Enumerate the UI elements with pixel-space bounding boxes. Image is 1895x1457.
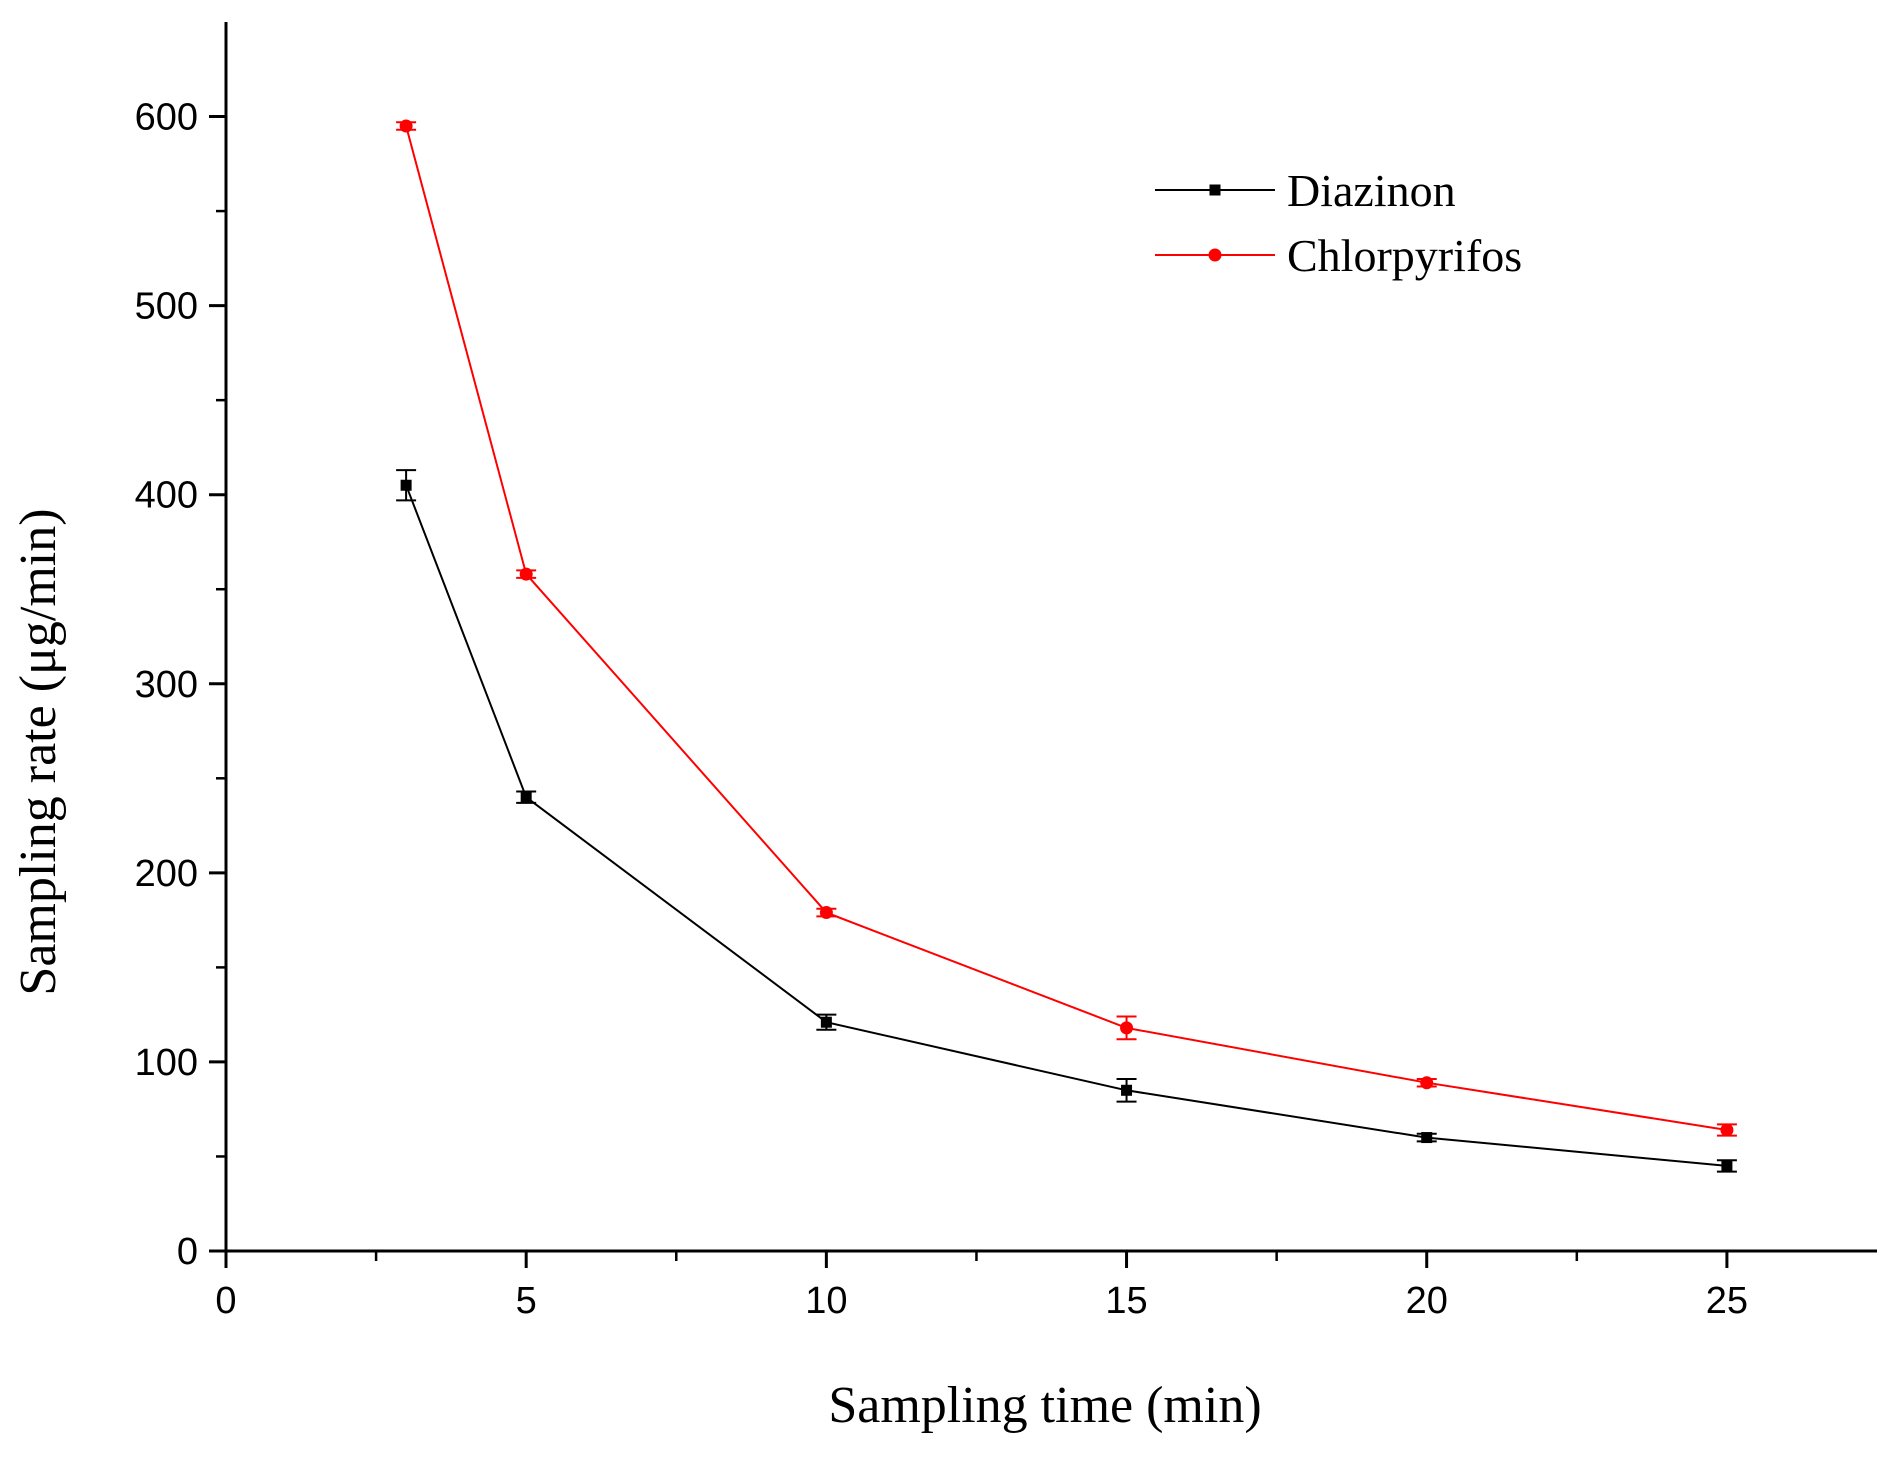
y-tick-label: 400 (135, 475, 198, 517)
diazinon-point (1721, 1160, 1733, 1172)
y-tick-label: 500 (135, 286, 198, 328)
x-tick-label: 5 (516, 1280, 537, 1322)
chlorpyrifos-point (1720, 1123, 1734, 1137)
y-axis-title: Sampling rate (μg/min) (10, 508, 67, 995)
y-tick-label: 200 (135, 853, 198, 895)
diazinon-point (820, 1016, 832, 1028)
diazinon-point (1121, 1084, 1133, 1096)
axes (224, 22, 1877, 1253)
x-axis-title: Sampling time (min) (828, 1377, 1261, 1434)
legend-chlorpyrifos-label: Chlorpyrifos (1287, 230, 1522, 281)
legend-diazinon-marker (1209, 184, 1221, 196)
diazinon-point (400, 479, 412, 491)
x-tick-label: 25 (1706, 1280, 1748, 1322)
chlorpyrifos-point (819, 906, 833, 920)
y-tick-label: 100 (135, 1042, 198, 1084)
legend: Diazinon Chlorpyrifos (1155, 165, 1522, 281)
y-tick-label: 0 (177, 1231, 198, 1273)
y-tick-label: 300 (135, 664, 198, 706)
x-ticks: 0 5 10 15 20 25 (215, 1251, 1748, 1322)
legend-diazinon-label: Diazinon (1287, 165, 1456, 216)
chlorpyrifos-point (399, 119, 413, 133)
chlorpyrifos-point (1420, 1076, 1434, 1090)
diazinon-line (405, 484, 1727, 1167)
y-ticks: 0 100 200 300 400 500 600 (135, 97, 226, 1273)
y-tick-label: 600 (135, 97, 198, 139)
x-tick-label: 15 (1105, 1280, 1147, 1322)
series-layer (396, 119, 1737, 1173)
x-tick-label: 10 (805, 1280, 847, 1322)
x-tick-label: 20 (1406, 1280, 1448, 1322)
chlorpyrifos-point (519, 567, 533, 581)
x-tick-label: 0 (215, 1280, 236, 1322)
legend-chlorpyrifos-marker (1208, 248, 1222, 262)
chlorpyrifos-point (1120, 1021, 1134, 1035)
minor-ticks (216, 209, 1579, 1261)
chlorpyrifos-line (405, 125, 1728, 1131)
diazinon-point (520, 791, 532, 803)
diazinon-point (1421, 1132, 1433, 1144)
